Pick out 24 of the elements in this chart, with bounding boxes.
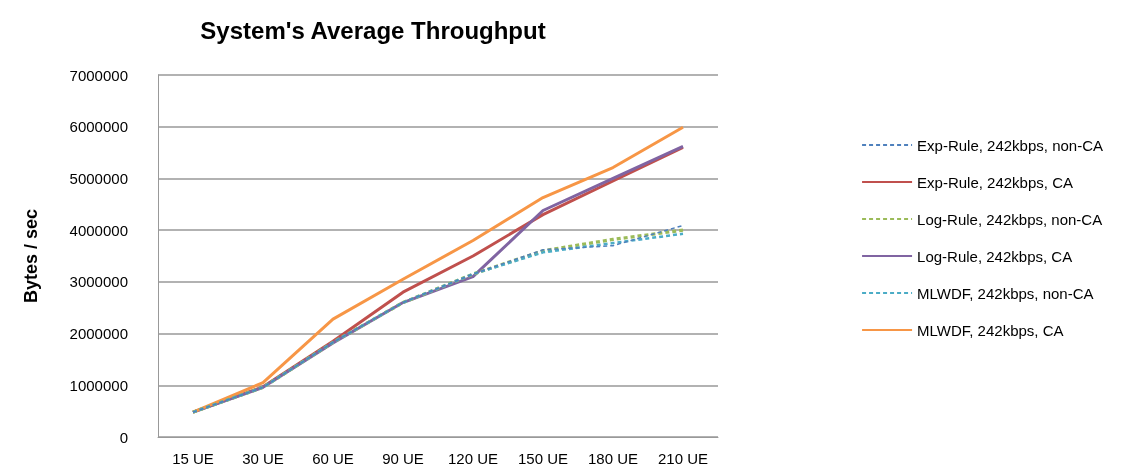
legend-label: Exp-Rule, 242kbps, non-CA: [917, 136, 1103, 154]
y-tick-label: 0: [119, 428, 128, 446]
x-tick-label: 210 UE: [657, 450, 709, 467]
y-axis-title: Bytes / sec: [21, 208, 41, 304]
y-tick-label: 6000000: [69, 118, 128, 136]
y-tick-label: 5000000: [69, 169, 128, 187]
legend-label: Exp-Rule, 242kbps, CA: [917, 173, 1073, 191]
x-tick-label: 180 UE: [587, 450, 639, 467]
legend-label: Log-Rule, 242kbps, CA: [917, 247, 1073, 265]
x-tick-label: 15 UE: [172, 450, 214, 467]
chart-title: System's Average Throughput: [200, 16, 546, 44]
legend-label: MLWDF, 242kbps, CA: [917, 321, 1064, 339]
y-tick-label: 7000000: [69, 66, 128, 84]
legend-label: MLWDF, 242kbps, non-CA: [917, 284, 1094, 302]
x-tick-label: 120 UE: [447, 450, 499, 467]
x-tick-label: 30 UE: [242, 450, 284, 467]
legend-label: Log-Rule, 242kbps, non-CA: [917, 210, 1103, 228]
y-tick-label: 3000000: [69, 273, 128, 291]
y-tick-label: 1000000: [69, 376, 128, 394]
x-tick-label: 90 UE: [382, 450, 424, 467]
x-tick-label: 60 UE: [312, 450, 354, 467]
x-tick-label: 150 UE: [517, 450, 569, 467]
y-tick-label: 2000000: [69, 325, 128, 343]
y-tick-label: 4000000: [69, 221, 128, 239]
